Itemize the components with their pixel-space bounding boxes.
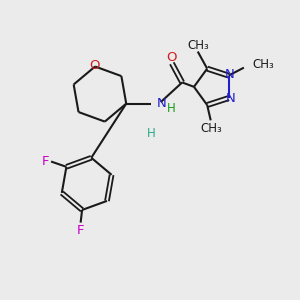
Text: N: N [157,97,166,110]
Text: O: O [166,52,176,64]
Text: O: O [89,59,100,72]
Text: N: N [225,68,235,81]
Text: CH₃: CH₃ [252,58,274,71]
Text: H: H [147,127,156,140]
Text: H: H [167,102,175,116]
Text: F: F [41,155,49,168]
Text: F: F [77,224,84,237]
Text: N: N [226,92,236,105]
Text: CH₃: CH₃ [187,39,208,52]
Text: CH₃: CH₃ [201,122,223,135]
